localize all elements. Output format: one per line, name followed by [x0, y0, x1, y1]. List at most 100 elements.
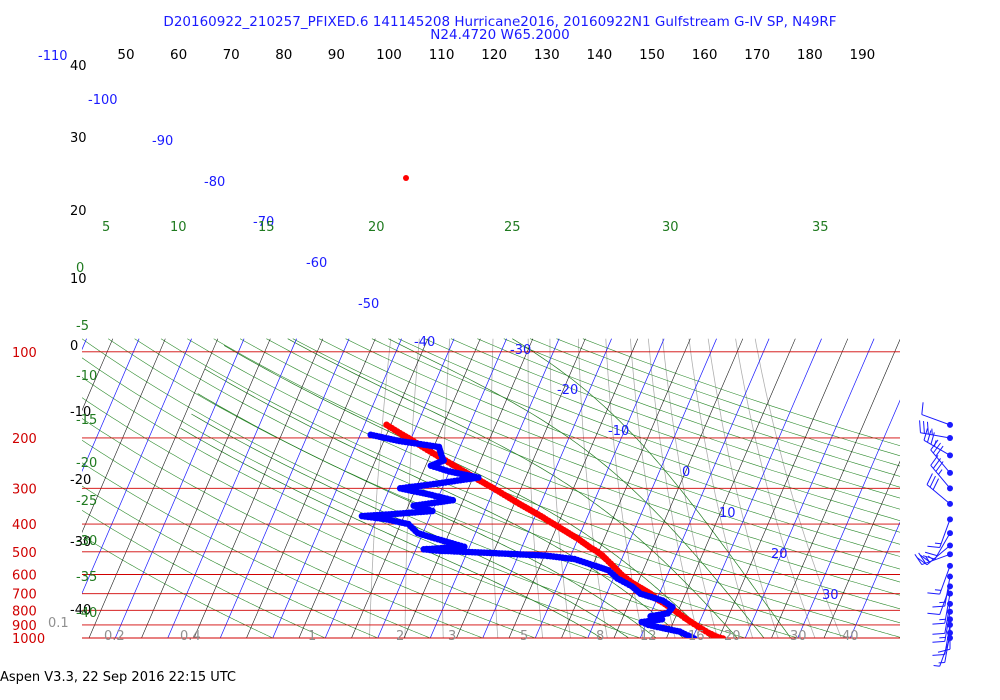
isotherm-line-black: [613, 338, 744, 638]
isotherm-line: [639, 338, 770, 638]
dry-adiabat-label: -20: [76, 456, 97, 471]
isotherm-label: -100: [88, 93, 118, 108]
dry-adiabat-line: [82, 418, 537, 638]
left-scale-label: -10: [70, 405, 91, 420]
wind-barb-flag: [921, 402, 924, 415]
wind-barb: [932, 590, 953, 625]
fahrenheit-tick-label: 130: [534, 47, 560, 63]
dry-adiabat-label: -15: [76, 413, 97, 428]
wind-barb-flag: [926, 473, 933, 485]
mixing-ratio-line: [735, 338, 816, 638]
wind-barb-flag: [932, 442, 941, 454]
mixing-ratio-line: [707, 338, 779, 638]
pressure-tick-label: 700: [12, 588, 37, 603]
wind-barb-flag: [914, 554, 923, 565]
left-scale-label: 20: [70, 204, 87, 219]
mixing-ratio-label: 30: [790, 629, 807, 644]
fahrenheit-tick-label: 180: [797, 47, 823, 63]
dry-adiabat-line: [503, 338, 900, 477]
moist-adiabat-line: [204, 368, 684, 638]
wind-barb-staff: [944, 593, 951, 624]
pressure-tick-label: 800: [12, 604, 37, 619]
dry-adiabat-line: [213, 338, 900, 610]
dry-adiabat-line: [82, 509, 327, 638]
wind-barb-flag: [923, 421, 925, 434]
moist-adiabat-line: [388, 338, 765, 638]
isotherm-line: [900, 339, 1000, 644]
fahrenheit-tick-label: 120: [481, 47, 507, 63]
wind-barb-staff: [930, 465, 951, 489]
dry-adiabat-line: [239, 338, 900, 596]
isotherm-line: [482, 338, 612, 638]
left-scale-label: -40: [70, 603, 91, 618]
wind-barb-flag: [924, 551, 938, 557]
mixing-ratio-line: [549, 338, 571, 638]
mixing-ratio-line: [662, 338, 718, 638]
dry-adiabat-label: -10: [76, 369, 97, 384]
isotherm-line: [82, 338, 192, 595]
dry-adiabat-line: [187, 338, 900, 624]
dry-adiabat-line: [424, 338, 900, 510]
mixing-ratio-line: [688, 338, 754, 638]
wind-barb-staff: [939, 586, 951, 615]
dry-adiabat-label: -35: [76, 570, 97, 585]
wind-barb-flag: [932, 640, 945, 643]
wind-barb-flag: [930, 439, 939, 451]
isotherm-label: -70: [253, 215, 274, 230]
wind-barb-staff: [944, 576, 951, 607]
isotherm-line-black: [666, 338, 796, 638]
wind-barb-half-flag: [938, 469, 943, 475]
isotherm-line: [587, 338, 717, 638]
wind-barb-half-flag: [927, 555, 934, 561]
mixing-ratio-line: [578, 338, 608, 638]
wind-barb-flag: [927, 545, 940, 549]
moist-adiabat-label: 5: [102, 220, 110, 235]
dry-adiabat-line: [529, 338, 900, 467]
fahrenheit-tick-label: 150: [639, 47, 665, 63]
isotherm-label: -30: [510, 343, 531, 358]
isotherm-line: [114, 338, 245, 638]
dry-adiabat-label: -25: [76, 494, 97, 509]
dry-adiabat-line: [82, 397, 589, 638]
wind-barb-flag: [918, 552, 926, 564]
moist-adiabat-line: [512, 338, 792, 638]
dry-adiabat-label: -40: [76, 606, 97, 621]
chart-title-line1: D20160922_210257_PFIXED.6 141145208 Hurr…: [163, 14, 837, 30]
mixing-ratio-label: 40: [842, 629, 859, 644]
wind-barb-flag: [935, 461, 944, 472]
isotherm-line: [167, 338, 297, 638]
wind-barb-flag: [927, 592, 940, 595]
isotherm-line: [534, 338, 665, 638]
moist-adiabat-line: [197, 393, 657, 638]
fahrenheit-tick-label: 70: [223, 47, 240, 63]
isotherm-label: 10: [719, 506, 736, 521]
isotherm-label: -90: [152, 134, 173, 149]
pressure-tick-label: 500: [12, 546, 37, 561]
isotherm-line-black: [718, 338, 849, 638]
left-scale-label: 30: [70, 131, 87, 146]
isotherm-line-black: [403, 338, 534, 638]
wind-barb-staff: [921, 414, 951, 426]
wind-barb-flag: [927, 430, 932, 443]
wind-barb-flag: [935, 445, 944, 457]
wind-barb: [914, 551, 953, 566]
mixing-ratio-line: [754, 338, 842, 638]
wind-barb-staff: [930, 449, 951, 474]
mixing-ratio-label: 1: [308, 629, 316, 644]
dry-adiabat-line: [345, 338, 900, 545]
wind-barb-staff: [939, 637, 951, 667]
dry-adiabat-line: [82, 485, 379, 638]
left-scale-label: 40: [70, 59, 87, 74]
mixing-ratio-label: 0.2: [104, 629, 125, 644]
dry-adiabat-line: [292, 338, 900, 570]
wind-barb: [921, 402, 953, 428]
wind-barb-flag: [932, 632, 945, 635]
fahrenheit-tick-label: 80: [275, 47, 292, 63]
isotherm-label: -80: [204, 175, 225, 190]
wind-barb: [922, 530, 953, 560]
dry-adiabat-line: [82, 377, 642, 638]
mixing-ratio-label: 0.1: [48, 616, 69, 631]
isotherm-label: -10: [608, 424, 629, 439]
dry-adiabat-line: [477, 338, 900, 488]
